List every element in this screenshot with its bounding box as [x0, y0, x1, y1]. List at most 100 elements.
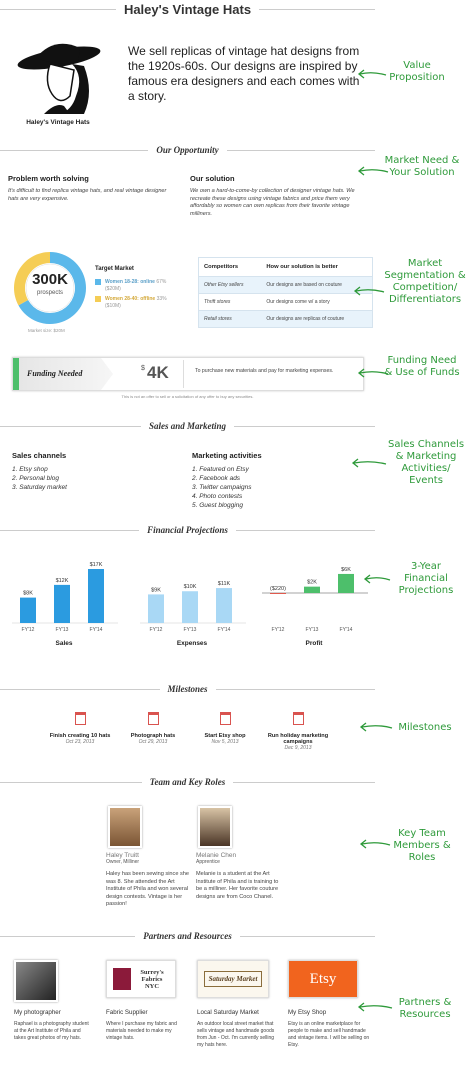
legend-value: 33% ($10M) [105, 296, 167, 309]
solution-title: Our solution [190, 174, 235, 183]
partner-logo: Surrey's Fabrics NYC [106, 960, 176, 998]
market-size: Market size: $20M [28, 328, 65, 333]
chart-title: Profit [306, 640, 324, 647]
donut-segment [18, 252, 87, 324]
market-title: Target Market [95, 266, 134, 272]
logo-text: Surrey's Fabrics NYC [140, 968, 164, 990]
calendar-icon [75, 712, 86, 725]
solution-text: We own a hard-to-come-by collection of d… [190, 188, 355, 217]
team-member: Melanie Chen Apprentice Melanie is a stu… [196, 852, 282, 901]
milestone-title: Start Etsy shop [204, 733, 246, 739]
bar [88, 569, 104, 623]
funding-accent [13, 358, 19, 390]
partner: My Etsy Shop Etsy is an online marketplac… [288, 1009, 370, 1049]
section-heading: Milestones [0, 684, 375, 694]
list-item: 4. Photo contests [192, 493, 243, 500]
partner-description: Where I purchase my fabric and materials… [106, 1021, 177, 1041]
annotation: Market Need & Your Solution [384, 155, 460, 178]
donut-hole [25, 263, 75, 313]
calendar-icon [293, 712, 304, 725]
section-heading: Financial Projections [0, 525, 375, 535]
team-photo [198, 806, 232, 848]
calendar-icon [148, 712, 159, 725]
bar [338, 573, 354, 593]
section-heading: Partners and Resources [0, 931, 375, 941]
table-cell: Other Etsy sellers [198, 276, 262, 294]
partner: Local Saturday Market An outdoor local st… [197, 1009, 281, 1049]
x-tick-label: FY'12 [150, 627, 163, 633]
title: Haley's Vintage Hats [0, 2, 375, 17]
legend-swatch [95, 296, 101, 302]
partner-name: My photographer [14, 1009, 61, 1016]
heading-text: Partners and Resources [143, 931, 232, 941]
annotation: 3-Year Financial Projections [398, 561, 454, 596]
logo-mark [113, 968, 131, 990]
annotation: Key Team Members & Roles [393, 828, 451, 863]
section-heading: Our Opportunity [0, 145, 375, 155]
funding-use: To purchase new materials and pay for ma… [195, 368, 334, 374]
value-label: $10K [184, 584, 197, 590]
list-item: 2. Facebook ads [192, 475, 241, 482]
x-tick-label: FY'13 [306, 627, 319, 633]
partner: Fabric Supplier Where I purchase my fabri… [106, 1009, 188, 1042]
problem-title: Problem worth solving [8, 174, 89, 183]
x-tick-label: FY'14 [90, 627, 103, 633]
logo-caption: Haley's Vintage Hats [26, 119, 90, 126]
x-tick-label: FY'14 [340, 627, 353, 633]
calendar-icon [220, 712, 231, 725]
value-label: $9K [151, 587, 161, 593]
bar [270, 593, 286, 594]
annotation: Milestones [398, 722, 452, 733]
bar [216, 588, 232, 623]
value-label: $17K [90, 562, 103, 568]
value-label: $12K [56, 578, 69, 584]
logo-text: Etsy [309, 970, 337, 987]
partner-logo: Saturday Market [197, 960, 269, 998]
list-title: Sales channels [12, 451, 67, 460]
value-label: $11K [218, 581, 231, 587]
legend-swatch [95, 279, 101, 285]
list-item: 5. Guest blogging [192, 502, 243, 509]
disclaimer: This is not an offer to sell or a solici… [121, 394, 254, 399]
bar [304, 586, 320, 593]
annotation: Value Proposition [389, 60, 445, 83]
x-tick-label: FY'13 [184, 627, 197, 633]
milestone-title: Photograph hats [130, 733, 176, 739]
milestone: Start Etsy shop Nov 5, 2013 [185, 733, 265, 745]
table-header: Competitors [198, 257, 262, 277]
partner-name: Fabric Supplier [106, 1009, 148, 1016]
funding-tab [13, 358, 113, 390]
bar [148, 594, 164, 623]
donut-segment [13, 252, 51, 306]
section-heading: Team and Key Roles [0, 777, 375, 787]
milestone-date: Nov 5, 2013 [211, 739, 239, 745]
member-name: Melanie Chen [196, 852, 237, 859]
milestone-title: Finish creating 10 hats [49, 733, 111, 739]
list-item: 1. Etsy shop [12, 466, 48, 473]
milestone-date: Oct 23, 2013 [65, 739, 95, 745]
partner-description: Etsy is an online marketplace for people… [288, 1021, 370, 1048]
milestone-date: Dec 9, 2013 [284, 745, 312, 751]
list: 1. Etsy shop 2. Personal blog 3. Saturda… [12, 465, 67, 492]
logo-illustration [17, 43, 101, 114]
value-proposition: We sell replicas of vintage hat designs … [128, 44, 360, 103]
market-donut [13, 252, 87, 324]
chart-title: Sales [56, 640, 73, 647]
partner-description: An outdoor local street market that sell… [197, 1021, 275, 1048]
financial-charts: $8K FY'12 $12K FY'13 $17K FY'14 Sales $9K FY'12 $… [12, 562, 368, 647]
donut-caption: prospects [36, 290, 63, 296]
list: 1. Featured on Etsy 2. Facebook ads 3. T… [192, 465, 251, 510]
value-label: $8K [23, 591, 33, 597]
heading-text: Team and Key Roles [149, 777, 226, 787]
member-name: Haley Truitt [106, 852, 139, 859]
funding-title: Funding Needed [27, 369, 83, 378]
table-cell: Our designs come w/ a story [261, 293, 373, 311]
table-cell: Our designs are replicas of couture [261, 310, 373, 328]
annotation: Sales Channels & Marketing Activities/ E… [387, 439, 465, 486]
table-cell: Retail stores [198, 310, 262, 328]
funding-currency: $ [141, 365, 145, 372]
member-role: Owner, Milliner [106, 859, 140, 865]
legend-name: Women 28-40: offline [105, 296, 156, 302]
list-title: Marketing activities [192, 451, 262, 460]
